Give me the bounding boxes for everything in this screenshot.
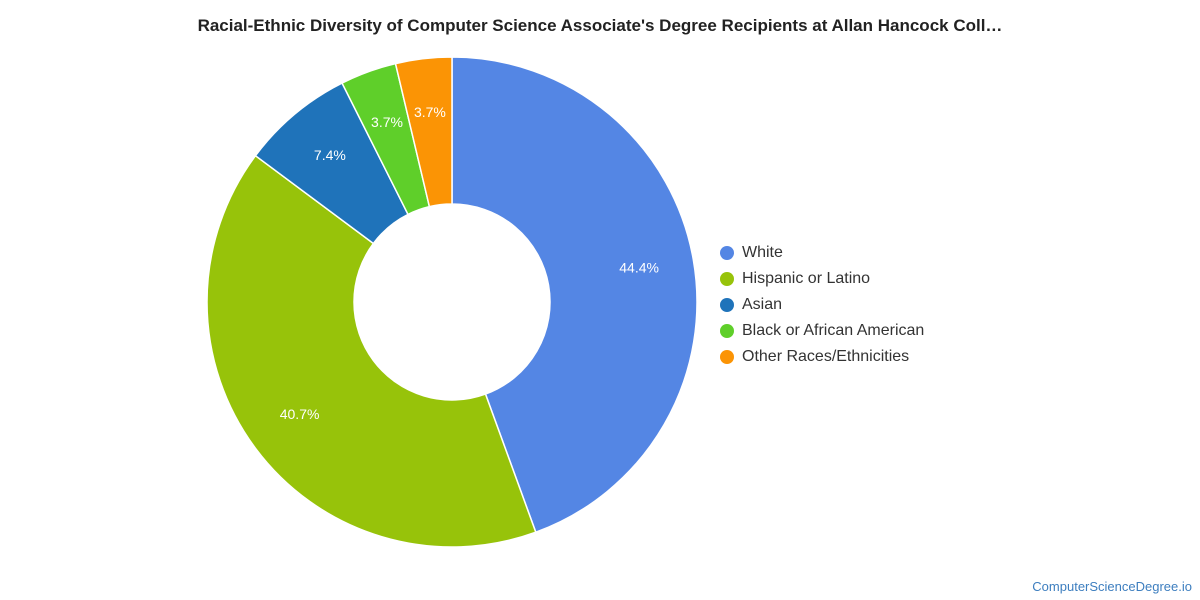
slice-label: 44.4% (619, 260, 659, 276)
slice-label: 3.7% (371, 114, 403, 130)
legend-item[interactable]: Hispanic or Latino (720, 266, 924, 292)
slice-hispanic-or-latino[interactable] (206, 154, 537, 548)
legend-label: Other Races/Ethnicities (742, 348, 910, 365)
legend-swatch (720, 298, 734, 312)
slice-label: 3.7% (414, 104, 446, 120)
legend-swatch (720, 272, 734, 286)
legend-label: Hispanic or Latino (742, 270, 871, 287)
slice-label: 7.4% (314, 147, 346, 163)
legend-swatch (720, 350, 734, 364)
legend: White Hispanic or Latino Asian Black or Afr… (720, 240, 924, 370)
legend-item[interactable]: White (720, 240, 924, 266)
slice-label: 40.7% (280, 406, 320, 422)
source-link[interactable]: ComputerScienceDegree.io (1032, 579, 1192, 594)
chart-title: Racial-Ethnic Diversity of Computer Scie… (197, 16, 1003, 35)
slice-white[interactable] (451, 56, 698, 534)
legend-item[interactable]: Other Races/Ethnicities (720, 344, 924, 370)
slice-other-races-ethnicities[interactable] (394, 56, 453, 208)
legend-label: Asian (742, 296, 783, 313)
legend-item[interactable]: Black or African American (720, 318, 924, 344)
legend-label: Black or African American (742, 322, 925, 339)
legend-swatch (720, 324, 734, 338)
legend-swatch (720, 246, 734, 260)
legend-item[interactable]: Asian (720, 292, 924, 318)
legend-label: White (742, 244, 783, 261)
